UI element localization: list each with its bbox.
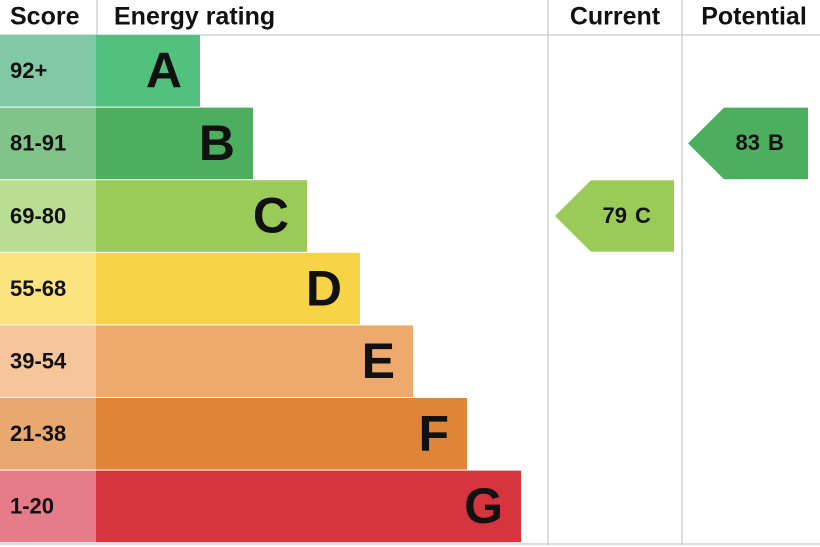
score-label: 81-91 <box>10 131 66 156</box>
rating-letter: C <box>253 188 289 244</box>
rating-letter: D <box>306 260 342 316</box>
rating-letter: G <box>464 478 503 534</box>
score-cell <box>0 107 96 180</box>
potential-letter: B <box>768 130 784 155</box>
score-label: 92+ <box>10 58 47 83</box>
score-cell <box>0 398 96 470</box>
rating-letter: B <box>199 115 235 171</box>
score-label: 55-68 <box>10 276 66 301</box>
potential-arrow <box>688 107 808 180</box>
rating-letter: A <box>146 43 182 99</box>
score-cell <box>0 325 96 397</box>
score-cell <box>0 470 96 543</box>
rating-bar <box>96 35 200 107</box>
header-current: Current <box>570 3 661 31</box>
rating-letter: F <box>418 406 449 462</box>
current-letter: C <box>635 203 651 228</box>
score-label: 21-38 <box>10 421 66 446</box>
rating-bar <box>96 180 307 252</box>
rating-bar <box>96 107 253 180</box>
rating-letter: E <box>362 333 395 389</box>
current-arrow <box>555 180 674 252</box>
score-label: 69-80 <box>10 203 66 228</box>
header-potential: Potential <box>701 3 807 31</box>
rating-bar <box>96 398 467 470</box>
score-cell <box>0 252 96 325</box>
rating-bar <box>96 325 413 397</box>
current-value: 79 <box>603 203 627 228</box>
potential-value: 83 <box>736 130 760 155</box>
score-cell <box>0 35 96 107</box>
score-cell <box>0 180 96 252</box>
header-energy-rating: Energy rating <box>114 3 275 31</box>
rating-bar <box>96 252 360 325</box>
score-label: 1-20 <box>10 494 54 519</box>
header-score: Score <box>10 3 80 31</box>
rating-bar <box>96 470 521 543</box>
score-label: 39-54 <box>10 349 67 374</box>
